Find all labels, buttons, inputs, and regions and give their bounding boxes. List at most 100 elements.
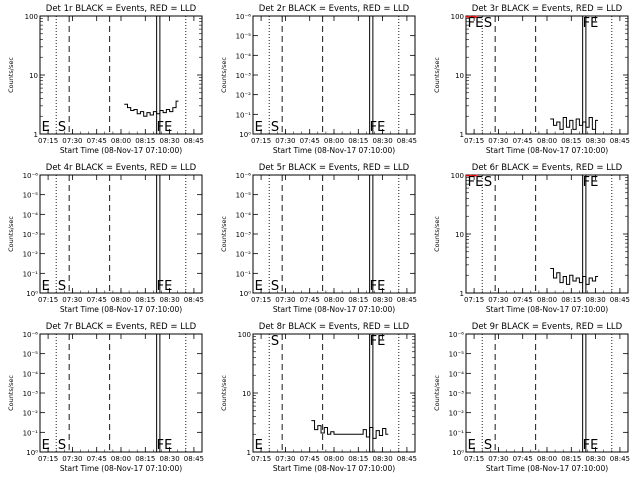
panel-title: Det 9r BLACK = Events, RED = LLD [472,322,623,332]
marker-letter: FE [370,334,386,349]
y-tick-label: 10⁻⁶ [23,331,39,339]
plot-frame [39,333,203,453]
marker-letter: S [58,120,66,135]
panel-title: Det 8r BLACK = Events, RED = LLD [259,322,410,332]
y-axis-label: Counts/sec [433,375,441,411]
x-tick-label: 07:15 [38,455,58,463]
y-tick-label: 1 [460,131,464,139]
x-tick-label: 08:00 [111,455,131,463]
y-tick-label: 10⁻⁵ [23,192,39,200]
marker-letter: S [58,279,66,294]
series-events [311,420,389,439]
x-tick-label: 08:30 [160,296,180,304]
marker-letter: S [484,175,492,190]
x-tick-label: 08:30 [373,296,393,304]
panel-3: Det 3r BLACK = Events, RED = LLD Counts/s… [433,4,630,155]
y-tick-label: 10⁻¹ [449,429,465,437]
plot-frame [252,174,416,294]
x-tick-label: 08:45 [184,296,204,304]
y-axis-label: Counts/sec [433,57,441,93]
x-axis-label: Start Time (08-Nov-17 07:10:00) [60,464,182,473]
x-tick-label: 08:00 [537,296,557,304]
y-tick-label: 10⁻⁴ [23,211,39,219]
marker-letter: E [255,438,263,453]
y-tick-label: 10⁻³ [449,390,465,398]
y-tick-label: 10⁻⁴ [236,211,252,219]
y-tick-label: 10⁻³ [23,390,39,398]
x-tick-label: 08:15 [135,455,155,463]
x-tick-label: 07:30 [275,137,295,145]
x-tick-label: 08:45 [184,137,204,145]
x-tick-label: 08:00 [111,296,131,304]
plot-frame [39,174,203,294]
x-axis-label: Start Time (08-Nov-17 07:10:00) [486,146,608,155]
marker-letter: S [271,334,279,349]
x-tick-label: 07:45 [513,455,533,463]
x-tick-label: 08:30 [373,137,393,145]
x-tick-label: 08:00 [324,455,344,463]
marker-letter: E [255,120,263,135]
y-tick-label: 10⁻⁶ [236,172,252,180]
y-tick-label: 10⁻⁶ [23,172,39,180]
y-tick-label: 10⁻³ [236,231,252,239]
series-events [550,268,599,285]
x-tick-label: 08:00 [111,137,131,145]
x-tick-label: 08:00 [537,137,557,145]
x-tick-label: 07:15 [251,296,271,304]
marker-letter: E [42,120,50,135]
plot-frame [465,15,629,135]
x-tick-label: 07:30 [62,455,82,463]
x-tick-label: 08:45 [610,137,630,145]
marker-letter: FE [468,16,484,31]
marker-letter: E [42,438,50,453]
panel-title: Det 7r BLACK = Events, RED = LLD [46,322,197,332]
marker-letter: FE [157,120,173,135]
x-tick-label: 08:45 [184,455,204,463]
x-tick-label: 07:15 [251,455,271,463]
panel-9: Det 9r BLACK = Events, RED = LLD Counts/s… [433,322,630,473]
marker-letter: FE [583,175,599,190]
panel-5: Det 5r BLACK = Events, RED = LLD Counts/s… [220,163,417,314]
marker-letter: FE [370,120,386,135]
x-tick-label: 07:45 [513,137,533,145]
x-axis-label: Start Time (08-Nov-17 07:10:00) [486,305,608,314]
x-tick-label: 07:30 [62,296,82,304]
x-tick-label: 07:45 [300,296,320,304]
plot-frame [465,333,629,453]
y-axis-label: Counts/sec [220,57,228,93]
y-tick-label: 100 [451,172,464,180]
y-tick-label: 10⁻² [23,410,39,418]
marker-letter: S [271,279,279,294]
marker-letter: FE [583,438,599,453]
panel-title: Det 6r BLACK = Events, RED = LLD [472,163,623,173]
y-tick-label: 10⁻¹ [236,270,252,278]
series-lld [466,174,479,177]
plot-frame [39,15,203,135]
y-axis-label: Counts/sec [7,216,15,252]
x-axis-label: Start Time (08-Nov-17 07:10:00) [60,146,182,155]
y-axis-label: Counts/sec [220,216,228,252]
x-tick-label: 07:45 [87,296,107,304]
x-tick-label: 08:30 [160,137,180,145]
x-axis-label: Start Time (08-Nov-17 07:10:00) [60,305,182,314]
x-tick-label: 08:30 [586,455,606,463]
plot-frame [252,15,416,135]
x-tick-label: 08:45 [610,296,630,304]
panel-title: Det 3r BLACK = Events, RED = LLD [472,4,623,14]
x-axis-label: Start Time (08-Nov-17 07:10:00) [273,146,395,155]
y-tick-label: 10⁻² [449,410,465,418]
y-axis-label: Counts/sec [7,375,15,411]
x-tick-label: 08:15 [135,296,155,304]
panel-title: Det 4r BLACK = Events, RED = LLD [46,163,197,173]
y-tick-label: 10⁻⁵ [23,351,39,359]
marker-letter: S [58,438,66,453]
marker-letter: E [468,438,476,453]
x-axis-label: Start Time (08-Nov-17 07:10:00) [273,464,395,473]
series-events [124,100,179,117]
plot-frame [465,174,629,294]
panel-6: Det 6r BLACK = Events, RED = LLD Counts/s… [433,163,630,314]
y-tick-label: 100 [451,13,464,21]
y-axis-label: Counts/sec [433,216,441,252]
y-tick-label: 10⁻⁵ [236,192,252,200]
